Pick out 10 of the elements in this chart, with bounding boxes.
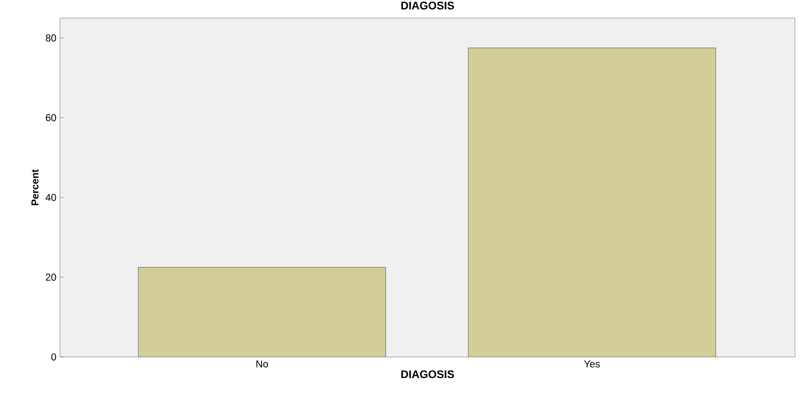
x-axis-title: DIAGOSIS [401,370,454,378]
y-tick-label: 60 [46,114,56,122]
x-tick-label: No [256,360,268,368]
chart-title: DIAGOSIS [401,2,454,10]
y-tick-label: 40 [46,194,56,201]
x-tick-label: Yes [584,360,600,368]
y-tick-label: 0 [51,353,56,361]
y-axis-title: Percent [32,169,38,206]
y-tick-label: 20 [46,274,56,281]
y-tick-label: 80 [46,34,56,42]
